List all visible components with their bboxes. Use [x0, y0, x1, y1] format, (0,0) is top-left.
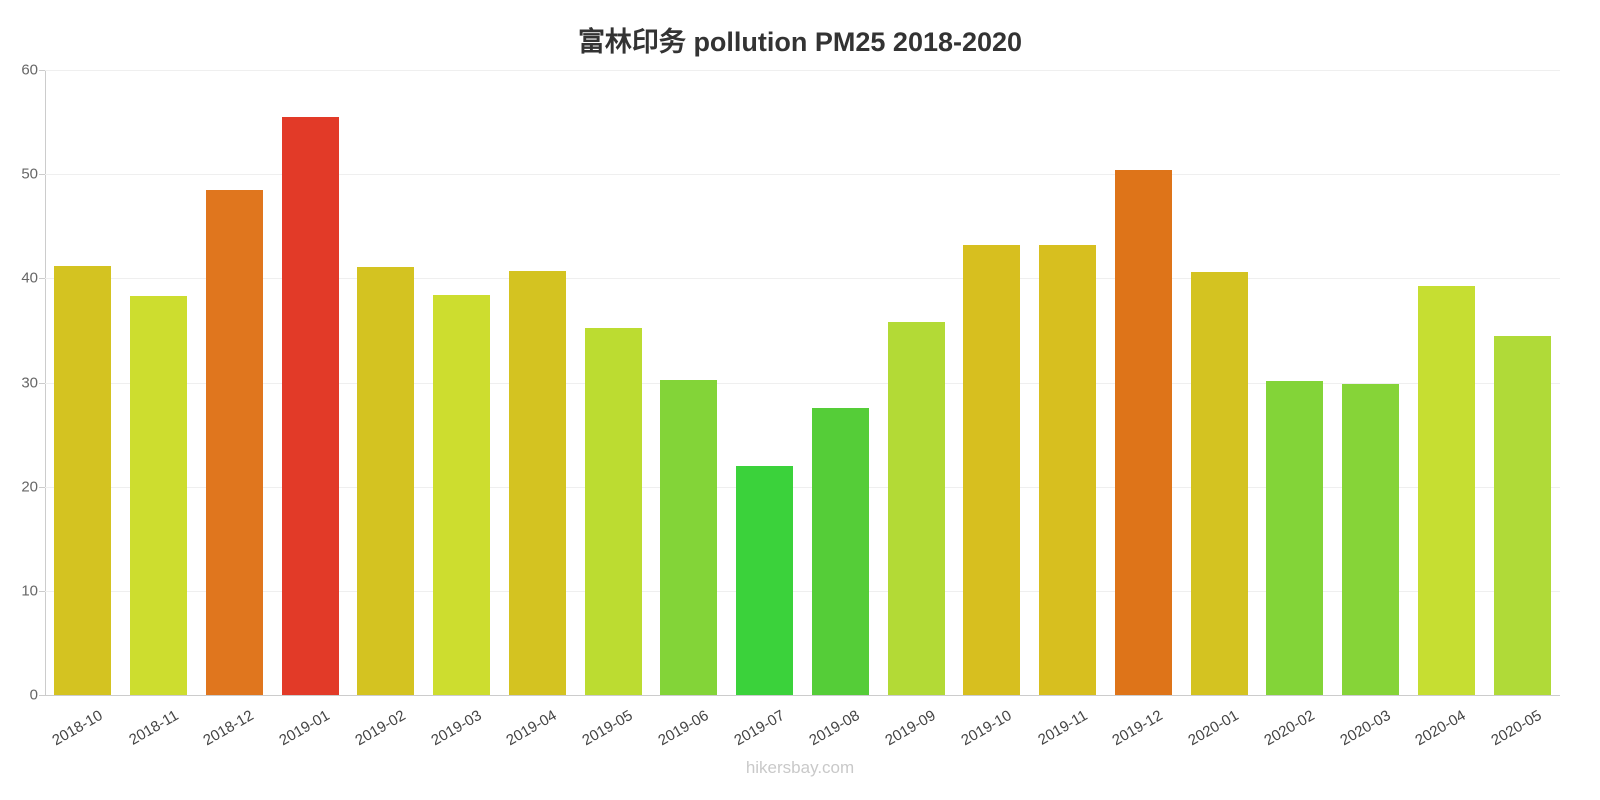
x-tick-label: 2020-05	[1488, 707, 1545, 750]
x-tick-label: 2019-06	[655, 707, 712, 750]
x-tick-label: 2018-11	[125, 707, 182, 749]
x-tick-label: 2019-08	[806, 707, 863, 750]
footer-link[interactable]: hikersbay.com	[745, 758, 855, 777]
x-tick-label: 2019-01	[276, 707, 333, 750]
y-tick-mark	[39, 486, 45, 488]
y-tick-label: 20	[21, 478, 38, 496]
bar-2019-07[interactable]	[736, 465, 794, 695]
gridline	[45, 382, 1560, 384]
bar-2019-08[interactable]	[811, 407, 869, 695]
gridline	[45, 174, 1560, 176]
bar-2018-10[interactable]	[54, 265, 112, 695]
y-tick-mark	[39, 590, 45, 592]
y-tick-mark	[39, 695, 45, 696]
bar-2020-01[interactable]	[1190, 272, 1248, 695]
bar-2019-02[interactable]	[357, 266, 415, 695]
bar-2019-11[interactable]	[1039, 245, 1097, 695]
plot-area: 2018-10 2018-11 2018-12 2019-01 2019-02 2019-…	[45, 70, 1560, 749]
bar-2019-03[interactable]	[433, 295, 491, 695]
x-tick-label: 2019-03	[427, 707, 485, 750]
bar-2019-05[interactable]	[584, 328, 642, 695]
x-tick-label: 2020-02	[1261, 707, 1318, 750]
footer: hikersbay.com	[0, 758, 1600, 778]
y-tick-label: 0	[29, 686, 38, 704]
gridline	[45, 486, 1560, 488]
x-tick-label: 2018-12	[200, 707, 257, 750]
y-tick-mark	[39, 70, 45, 71]
y-tick-mark	[39, 382, 45, 384]
bar-2018-11[interactable]	[130, 296, 188, 695]
bar-2019-10[interactable]	[963, 245, 1021, 695]
bar-2018-12[interactable]	[205, 189, 263, 695]
bar-2020-05[interactable]	[1493, 335, 1551, 695]
y-tick-mark	[39, 278, 45, 280]
x-tick-label: 2020-03	[1336, 707, 1394, 750]
x-tick-label: 2020-01	[1185, 707, 1242, 750]
gridline	[45, 278, 1560, 280]
x-tick-label: 2019-04	[503, 707, 560, 750]
bar-2020-04[interactable]	[1417, 285, 1475, 695]
bar-2019-09[interactable]	[887, 322, 945, 695]
x-tick-label: 2019-07	[730, 707, 788, 750]
x-tick-label: 2019-12	[1109, 707, 1166, 750]
x-tick-label: 2018-10	[49, 707, 106, 750]
gridline	[45, 70, 1560, 71]
y-axis-labels: 0 10 20 30 40 50 60	[0, 62, 38, 704]
x-tick-label: 2020-04	[1412, 707, 1469, 750]
y-tick-label: 60	[21, 61, 38, 79]
y-tick-label: 40	[21, 269, 38, 287]
y-tick-label: 30	[21, 374, 38, 391]
x-tick-label: 2019-02	[352, 707, 409, 750]
x-axis-line	[45, 695, 1560, 696]
bar-2019-12[interactable]	[1114, 170, 1172, 695]
gridline	[45, 590, 1560, 592]
x-tick-label: 2019-10	[958, 707, 1015, 750]
y-tick-label: 50	[21, 165, 38, 183]
y-tick-mark	[39, 174, 45, 176]
x-tick-label: 2019-09	[882, 707, 939, 750]
y-tick-label: 10	[21, 582, 38, 600]
bar-2020-03[interactable]	[1342, 383, 1400, 695]
x-tick-label: 2019-11	[1034, 707, 1091, 749]
bar-2019-01[interactable]	[281, 116, 339, 695]
chart-title: 富林印务 pollution PM25 2018-2020	[577, 27, 1023, 57]
x-tick-label: 2019-05	[579, 707, 636, 750]
bar-2019-04[interactable]	[508, 271, 566, 695]
bar-2020-02[interactable]	[1266, 381, 1324, 695]
bar-2019-06[interactable]	[660, 380, 718, 695]
